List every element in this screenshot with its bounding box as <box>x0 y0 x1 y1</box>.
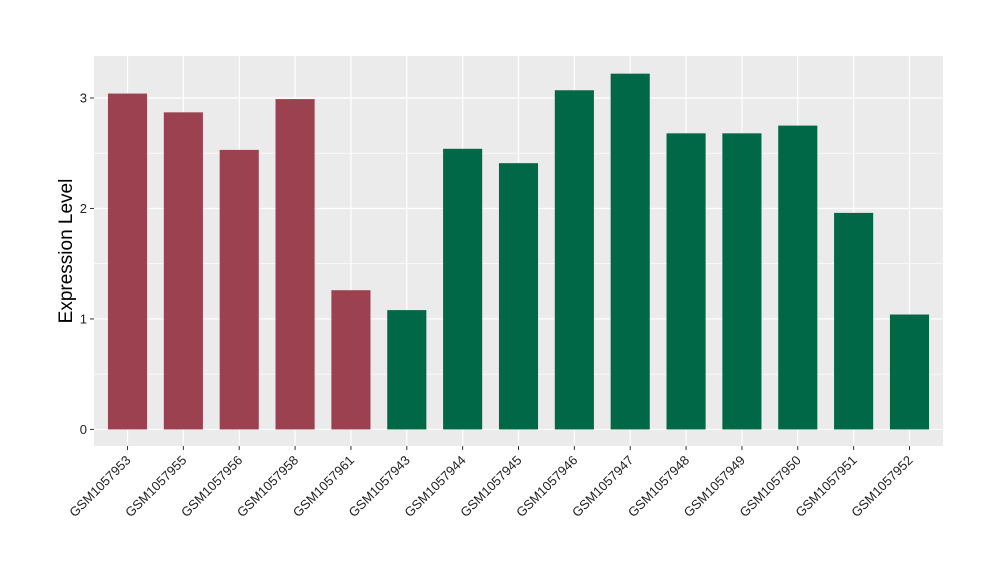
bar-GSM1057958 <box>275 99 315 430</box>
bars <box>107 73 930 430</box>
y-tick-label: 0 <box>80 422 87 437</box>
bar-GSM1057944 <box>443 148 483 430</box>
bar-GSM1057947 <box>610 73 650 430</box>
bar-GSM1057952 <box>889 314 930 430</box>
y-tick-label: 3 <box>80 90 87 105</box>
bar-GSM1057948 <box>666 133 706 430</box>
bar-GSM1057956 <box>219 149 259 430</box>
bar-GSM1057943 <box>387 310 427 430</box>
bar-GSM1057949 <box>722 133 762 430</box>
y-tick-label: 1 <box>80 311 87 326</box>
bar-GSM1057946 <box>554 90 594 430</box>
bar-GSM1057953 <box>107 93 148 430</box>
bar-GSM1057950 <box>778 125 818 430</box>
y-tick-label: 2 <box>80 201 87 216</box>
bar-GSM1057961 <box>331 290 371 430</box>
x-axis: GSM1057953GSM1057955GSM1057956GSM1057958… <box>66 446 916 520</box>
bar-GSM1057955 <box>163 112 203 430</box>
y-axis: 0 1 2 3 <box>80 90 94 437</box>
bar-GSM1057945 <box>498 163 539 430</box>
bar-GSM1057951 <box>834 212 874 430</box>
y-axis-title: Expression Level <box>56 179 77 324</box>
